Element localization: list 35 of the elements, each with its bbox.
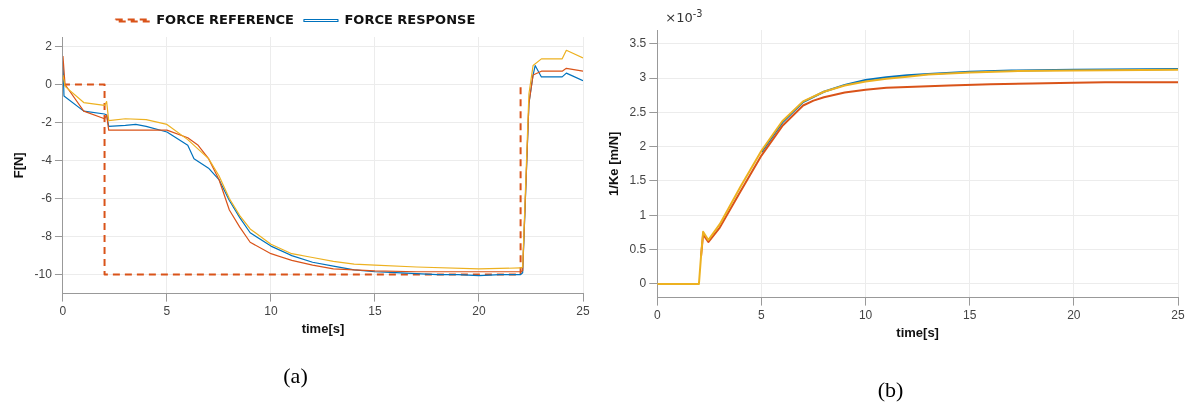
x-tick-label: 25 [576, 304, 590, 319]
y-tick-label: 3.5 [629, 36, 647, 51]
y-tick-label: 2 [45, 38, 53, 53]
x-axis-title: time[s] [896, 325, 939, 341]
y-tick-label: -10 [34, 266, 53, 281]
x-tick-label: 0 [59, 304, 67, 319]
x-axis-title: time[s] [301, 321, 345, 337]
y-tick-label: 0.5 [629, 241, 647, 256]
text: (a) [283, 362, 308, 388]
y-tick-label: -6 [41, 190, 53, 205]
y-tick-label: -4 [41, 152, 53, 167]
x-tick-label: 20 [472, 304, 486, 319]
y-tick-label: 1 [639, 207, 647, 222]
legend-label: FORCE RESPONSE [344, 11, 476, 27]
y-axis-title: F[N] [11, 152, 27, 179]
y-tick-label: 3 [639, 70, 647, 85]
x-tick-label: 10 [264, 304, 278, 319]
x-tick-label: 5 [758, 308, 766, 323]
y-tick-label: 0 [639, 276, 647, 291]
x-tick-label: 0 [653, 308, 661, 323]
x-tick-label: 5 [163, 304, 171, 319]
x-tick-label: 20 [1067, 308, 1081, 323]
y-tick-label: -2 [41, 114, 53, 129]
text: (b) [877, 376, 904, 402]
y-axis-title: 1/Ke [m/N] [606, 131, 622, 196]
x-tick-label: 10 [858, 308, 873, 323]
x-tick-label: 25 [1171, 308, 1185, 323]
y-tick-label: 1.5 [629, 173, 647, 188]
y-tick-label: 2 [639, 138, 647, 153]
y-tick-label: -8 [41, 228, 53, 243]
legend-label: FORCE REFERENCE [156, 11, 294, 27]
x-tick-label: 15 [368, 304, 382, 319]
y-tick-label: 2.5 [629, 104, 647, 119]
y-tick-label: 0 [45, 76, 53, 91]
x-tick-label: 15 [963, 308, 977, 323]
